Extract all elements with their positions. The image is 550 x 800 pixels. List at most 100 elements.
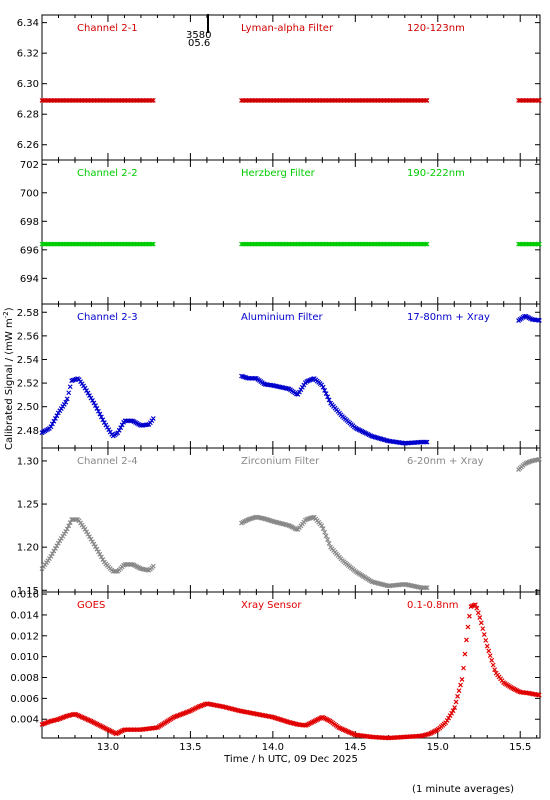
y-tick-label: 1.30: [17, 456, 39, 467]
data-point: [85, 390, 91, 396]
data-point: [84, 388, 89, 393]
data-point: [326, 397, 332, 403]
data-point: [88, 395, 94, 401]
data-point: [326, 541, 332, 546]
data-point: [446, 715, 452, 721]
data-point: [150, 563, 156, 569]
panel-1: 6.26 6.28 6.30 6.32 6.34 Channel 2-1 Lyman-alp…: [17, 14, 542, 161]
data-point: [294, 391, 299, 397]
data-point: [119, 422, 125, 428]
data-point: [90, 398, 95, 403]
data-point: [535, 692, 541, 698]
data-point: [465, 624, 471, 630]
data-point: [447, 713, 453, 719]
data-point: [462, 651, 468, 657]
data-point: [63, 399, 69, 405]
data-point: [84, 529, 89, 535]
data-point: [91, 541, 97, 547]
data-point: [54, 543, 60, 549]
y-tick-label: 6.26: [17, 140, 39, 151]
data-point: [325, 537, 331, 543]
marker-text-2: 05.6: [188, 38, 210, 49]
data-point: [150, 241, 156, 247]
data-point: [48, 553, 54, 559]
data-point: [461, 665, 466, 671]
data-point: [64, 526, 70, 532]
x-tick-label: 14.0: [262, 742, 284, 753]
panel-title-2: Zirconium Filter: [241, 456, 320, 467]
data-point: [536, 318, 542, 323]
y-tick-label: 6.34: [17, 18, 39, 29]
y-tick-label: 0.016: [10, 590, 39, 601]
data-point: [150, 416, 156, 421]
data-point: [104, 424, 110, 430]
marker-text-1: 3580: [186, 30, 211, 41]
data-point: [536, 241, 542, 247]
data-point: [294, 526, 299, 532]
data-point: [94, 546, 100, 552]
data-point: [97, 551, 103, 557]
y-tick-label: 1.25: [17, 500, 39, 511]
data-point: [444, 718, 450, 723]
data-point: [49, 551, 55, 557]
data-point: [85, 531, 91, 537]
y-tick-label: 2.48: [17, 426, 39, 437]
panel-title-1: Channel 2-3: [77, 312, 138, 323]
data-point: [423, 241, 428, 247]
data-point: [310, 514, 316, 520]
y-tick-label: 702: [20, 160, 39, 171]
panel-title-1: Channel 2-2: [77, 168, 138, 179]
data-point: [95, 549, 101, 555]
footnote: (1 minute averages): [412, 784, 514, 795]
data-point: [88, 536, 94, 542]
data-point: [107, 429, 113, 435]
panel-title-2: Lyman-alpha Filter: [241, 23, 334, 34]
data-point: [296, 389, 302, 395]
data-point: [94, 405, 100, 411]
data-point: [150, 98, 156, 103]
y-tick-label: 1.20: [17, 543, 39, 554]
data-point: [424, 585, 430, 591]
data-point: [90, 539, 95, 545]
data-point: [66, 523, 72, 529]
data-point: [63, 529, 69, 534]
y-tick-label: 2.52: [17, 379, 39, 390]
data-point: [285, 386, 290, 392]
data-point: [101, 420, 107, 426]
data-point: [144, 422, 150, 428]
panel-frame: [41, 303, 541, 449]
data-point: [423, 439, 428, 445]
data-point: [54, 413, 60, 419]
y-tick-label: 0.008: [10, 673, 39, 684]
panel-title-3: 17-80nm + Xray: [407, 312, 490, 323]
panel-frame: [41, 159, 541, 305]
panels: 6.26 6.28 6.30 6.32 6.34 Channel 2-1 Lyman-alp…: [10, 14, 542, 753]
data-point: [149, 241, 155, 247]
data-point: [535, 317, 541, 323]
data-point: [115, 430, 121, 436]
data-point: [464, 637, 469, 643]
data-point: [100, 417, 106, 423]
data-point: [298, 387, 304, 393]
data-point: [459, 676, 465, 682]
y-axis-label: Calibrated Signal / (mW m-2): [2, 307, 15, 450]
data-point: [66, 390, 72, 396]
data-point: [319, 523, 325, 529]
data-point: [252, 375, 258, 381]
data-point: [93, 403, 98, 409]
data-point: [535, 457, 541, 463]
y-tick-label: 2.56: [17, 331, 39, 342]
data-point: [466, 613, 472, 619]
panel-title-1: Channel 2-4: [77, 456, 138, 467]
y-tick-label: 0.010: [10, 652, 39, 663]
data-point: [487, 653, 493, 659]
data-point: [453, 699, 459, 705]
data-point: [483, 637, 489, 643]
data-point: [103, 422, 109, 428]
data-point: [536, 456, 542, 462]
x-tick-label: 13.5: [179, 742, 201, 753]
data-point: [100, 557, 106, 562]
y-axis-label-main: Calibrated Signal / (mW m: [4, 318, 15, 450]
y-tick-label: 694: [20, 274, 39, 285]
